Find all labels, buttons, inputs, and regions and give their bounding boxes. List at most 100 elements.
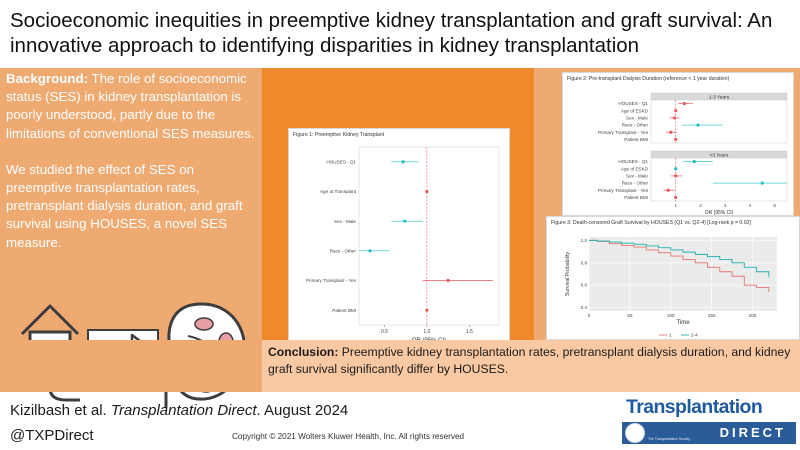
figure1-title: Figure 1: Preemptive Kidney Transplant [293,132,385,138]
figure3-y-axis-label: Survival Probability [565,252,571,297]
figure2-plot-area [650,157,788,202]
citation-journal: Transplantation Direct [110,402,257,419]
logo-direct-word: DIRECT [719,425,786,440]
figure2-row-label: Race - Other [622,181,649,186]
logo-direct-bar: The Transplantation Society DIRECT [622,422,796,444]
figure1-point [446,278,450,283]
background-label: Background: [6,71,89,86]
figure2-point [672,116,677,120]
figure2-row-label: Age of ESKD [621,166,649,171]
background-text: Background: The role of socioeconomic st… [6,70,258,252]
conclusion-body: Preemptive kidney transplantation rates,… [268,345,791,376]
figure2-point [669,130,673,134]
figure2-row-label: HOUSES - Q1 [618,159,648,164]
figure2-card: Figure 2: Pre-transplant Dialysis Durati… [562,72,794,216]
figure1-row-label: Sex - Male [334,219,356,224]
figure1-x-tick-label: 1.5 [466,329,473,335]
figure2-row-label: Sex - Male [626,174,648,179]
figure2-x-tick-label: 3 [724,203,727,208]
figure2-row-label: Race - Other [622,123,649,128]
figure1-plot-area [358,146,500,326]
figure2-x-tick-label: 5 [773,203,776,208]
background-paragraph-2: We studied the effect of SES on preempti… [6,161,243,250]
figure2-point [674,109,678,113]
figure3-chart: 0.4 0.6 0.8 1.0 0 50 100 150 200 Time Survival Pro… [565,237,777,338]
figure2-point [674,174,678,178]
figure2-title: Figure 2: Pre-transplant Dialysis Durati… [567,76,730,82]
figure2-point [682,101,686,106]
figure2-plot-area [650,99,788,144]
figure2-panel-name: 1-3 Years [709,94,730,100]
figure1-x-tick-label: 1.0 [423,329,430,335]
figure2-row-label: Primary Transplant - Yes [598,188,649,193]
conclusion-bar: Conclusion: Preemptive kidney transplant… [262,340,800,392]
citation: Kizilbash et al. Transplantation Direct.… [10,402,348,419]
logo-wordmark: Transplantation [626,396,763,418]
figure3-title: Figure 3: Death-censored Graft Survival … [551,220,751,226]
figure3-plot-area [589,237,777,311]
figure2-point [674,167,678,171]
figure3-card: Figure 3: Death-censored Graft Survival … [546,216,800,340]
background-panel: Background: The role of socioeconomic st… [0,68,262,408]
figure1-card: Figure 1: Preemptive Kidney Transplant H… [288,128,510,350]
figure2-x-tick-label: 1 [674,203,677,208]
figure2-row-label: Sex - Male [626,116,648,121]
figure3-y-tick-label: 0.4 [581,305,588,310]
figure3-x-tick-label: 200 [749,313,757,318]
figure3-x-tick-label: 0 [588,313,591,318]
figure1-x-tick-label: 0.5 [381,329,388,335]
figure2-row-label: Patient BMI [624,195,648,200]
society-seal-icon [625,423,645,443]
figure1-panel: Figure 1: Preemptive Kidney Transplant H… [262,68,534,350]
figure1-row-label: HOUSES - Q1 [326,159,356,164]
figure1-point [401,160,405,164]
figure1-row-label: Patient BMI [332,308,356,313]
page-title: Socioeconomic inequities in preemptive k… [10,9,773,57]
figure2-row-label: Age of ESKD [621,108,649,113]
figure3-legend-label: 2-4 [691,333,698,338]
figure2-x-axis-label: OR (95% CI) [705,210,734,216]
right-figures-panel: Figure 2: Pre-transplant Dialysis Durati… [534,68,800,340]
figure3-x-axis-label: Time [676,320,690,326]
figure2-point [696,123,700,127]
figure3-series-line [589,239,770,292]
figure2-point [666,188,670,192]
figure2-panel-name: >3 Years [710,152,729,158]
figure3-y-tick-label: 1.0 [581,238,588,243]
figure2-point [674,195,678,200]
journal-logo: Transplantation The Transplantation Soci… [622,396,796,450]
copyright-notice: Copyright © 2021 Wolters Kluwer Health, … [232,432,465,441]
figure1-row-label: Age at Transplant [320,189,357,194]
background-paragraph-1: The role of socioeconomic status (SES) i… [6,71,255,141]
figure2-row-label: Patient BMI [624,137,648,142]
figure3-x-tick-label: 50 [627,313,633,318]
conclusion-label: Conclusion: [268,345,339,359]
figure3-y-tick-label: 0.8 [581,260,588,265]
figure1-point [425,189,429,194]
figure3-x-tick-label: 150 [708,313,716,318]
figure2-row-label: Primary Transplant - Yes [598,130,649,135]
figure1-point [403,219,407,223]
figure2-point [674,137,678,142]
citation-authors: Kizilbash et al. [10,402,111,419]
figure2-x-tick-label: 4 [749,203,752,208]
figure3-x-tick-label: 100 [667,313,675,318]
figure2-row-label: HOUSES - Q1 [618,101,648,106]
figure2-chart: 1-3 Years HOUSES - Q1 Age of ESKD Sex - Mal… [598,92,788,216]
figure1-row-label: Race - Other [330,248,357,253]
figure1-point [368,249,372,253]
figure3-legend-label: 1 [669,333,672,338]
logo-tagline: The Transplantation Society [648,437,691,441]
figure2-point [692,159,696,164]
citation-date: . August 2024 [256,402,349,419]
figure1-chart: HOUSES - Q1 Age at Transplant Sex - Male Ra… [306,146,500,344]
figure1-row-label: Primary Transplant - Yes [306,278,357,283]
conclusion-text: Conclusion: Preemptive kidney transplant… [268,344,792,377]
figure2-point [760,181,764,185]
figure3-series-line [589,239,770,278]
figure2-x-tick-label: 2 [699,203,702,208]
twitter-handle[interactable]: @TXPDirect [10,427,94,444]
figure3-y-tick-label: 0.6 [581,283,588,288]
figure1-point [425,308,429,312]
left-bottom-fill [0,340,262,392]
